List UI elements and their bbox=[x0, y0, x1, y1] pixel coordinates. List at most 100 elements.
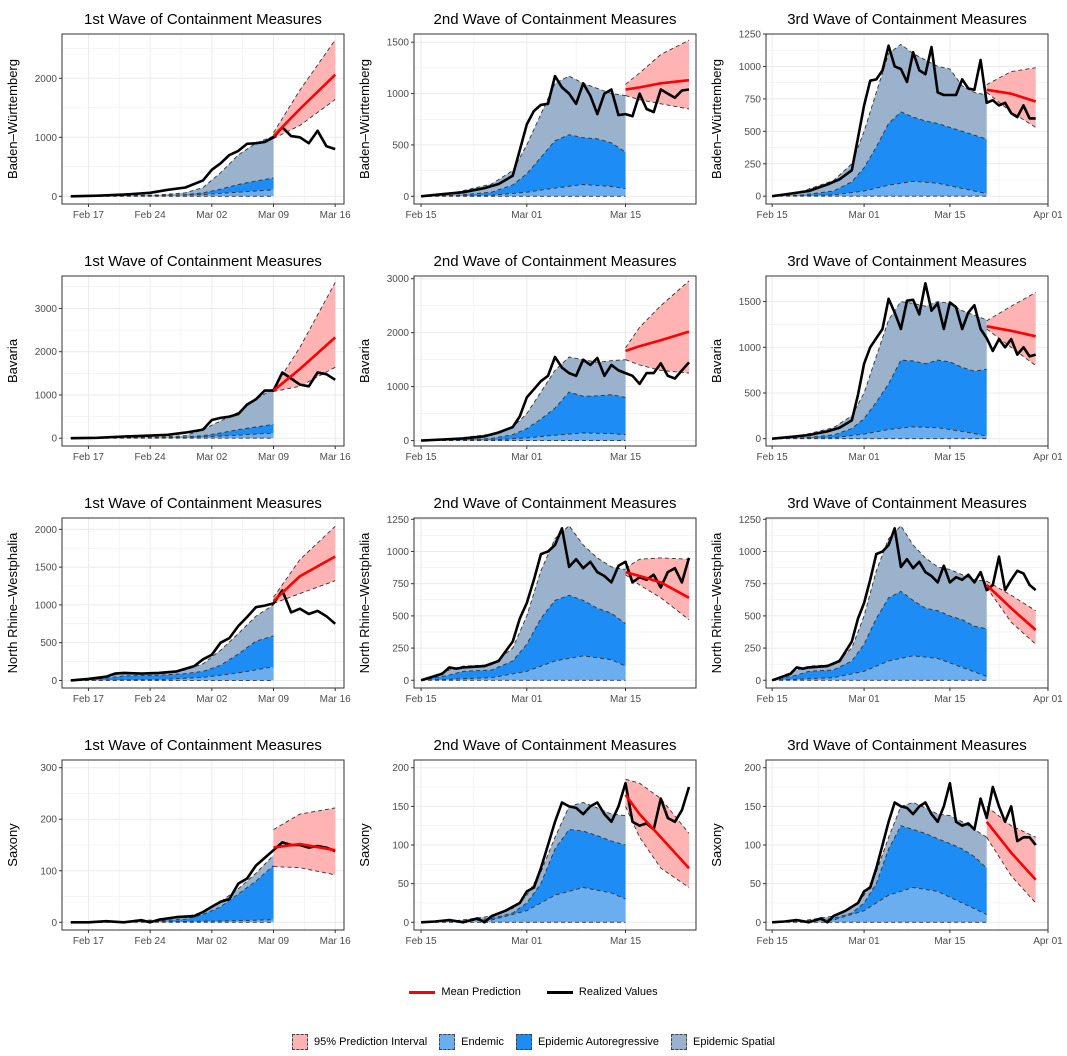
epidemic-autoregressive-area-outline bbox=[421, 134, 626, 197]
epidemic-autoregressive-area-outline bbox=[772, 825, 988, 923]
prediction-lower-bound bbox=[625, 95, 690, 110]
x-tick-label: Mar 02 bbox=[196, 936, 228, 947]
x-tick-label: Mar 09 bbox=[258, 210, 290, 221]
y-axis-label: Bavaria bbox=[357, 338, 372, 383]
panel-border bbox=[61, 275, 345, 447]
epidemic-autoregressive-area-outline bbox=[772, 590, 987, 681]
x-tick-label: Mar 09 bbox=[258, 936, 290, 947]
mean-prediction-swatch bbox=[409, 990, 436, 994]
endemic-area bbox=[421, 184, 626, 197]
chart-title: 2nd Wave of Containment Measures bbox=[434, 11, 677, 28]
panel-border bbox=[765, 33, 1049, 205]
realized-values-line bbox=[70, 126, 336, 198]
realized-values-swatch bbox=[546, 990, 573, 994]
epidemic-spatial-area bbox=[772, 301, 987, 439]
chart-title: 1st Wave of Containment Measures bbox=[84, 11, 322, 28]
chart-title: 2nd Wave of Containment Measures bbox=[434, 737, 677, 754]
x-tick-label: Feb 17 bbox=[73, 210, 105, 221]
x-tick-label: Mar 16 bbox=[320, 936, 352, 947]
y-tick-label: 1000 bbox=[35, 133, 58, 144]
mean-prediction-line bbox=[986, 325, 1036, 338]
prediction-upper-bound bbox=[986, 292, 1036, 322]
y-tick-label: 1000 bbox=[739, 62, 762, 73]
legend-label: Realized Values bbox=[578, 986, 658, 998]
mean-prediction-line bbox=[625, 330, 690, 353]
y-tick-label: 0 bbox=[51, 676, 57, 687]
y-tick-label: 0 bbox=[403, 676, 409, 687]
mean-prediction-line bbox=[272, 73, 337, 138]
chart-panel: 0 1000 2000 Feb 17 Feb 24 Mar 02 Mar 09 Mar 16 1… bbox=[5, 11, 351, 221]
prediction-lower-bound bbox=[986, 587, 1036, 645]
x-tick-label: Apr 01 bbox=[1033, 694, 1063, 705]
x-tick-label: Feb 17 bbox=[73, 694, 105, 705]
endemic-area-outline bbox=[772, 655, 987, 681]
y-tick-label: 200 bbox=[744, 763, 761, 774]
realized-values-line bbox=[70, 589, 337, 682]
endemic-area bbox=[421, 433, 626, 441]
plot-layers bbox=[70, 807, 336, 924]
mean-prediction-line bbox=[986, 88, 1037, 103]
epidemic-autoregressive-area-outline bbox=[421, 391, 626, 442]
plot-layers bbox=[771, 43, 1037, 198]
mean-prediction-line bbox=[985, 584, 1037, 631]
panel-border bbox=[61, 759, 345, 931]
y-tick-label: 2000 bbox=[35, 74, 58, 85]
x-tick-label: Mar 01 bbox=[849, 936, 881, 947]
plot-background bbox=[62, 518, 344, 688]
y-tick-label: 100 bbox=[744, 841, 761, 852]
panel-border bbox=[765, 275, 1049, 447]
panel-border bbox=[61, 33, 345, 205]
x-tick-label: Apr 01 bbox=[1033, 452, 1063, 463]
x-tick-label: Mar 15 bbox=[610, 694, 642, 705]
prediction-upper-bound bbox=[273, 525, 336, 598]
x-tick-label: Mar 01 bbox=[511, 452, 543, 463]
prediction-interval-area bbox=[625, 40, 689, 110]
endemic-area-outline bbox=[772, 426, 987, 440]
y-tick-label: 2000 bbox=[35, 347, 58, 358]
epidemic-autoregressive-area bbox=[421, 829, 626, 923]
chart-title: 3rd Wave of Containment Measures bbox=[787, 495, 1027, 512]
endemic-area bbox=[421, 655, 626, 681]
plot-layers bbox=[420, 525, 691, 682]
panel-border bbox=[765, 517, 1049, 689]
x-tick-label: Apr 01 bbox=[1033, 210, 1063, 221]
realized-values-line bbox=[771, 282, 1037, 440]
panel-border bbox=[61, 517, 345, 689]
epidemic-autoregressive-area bbox=[772, 360, 987, 439]
prediction-interval-area bbox=[273, 282, 336, 392]
chart-panel: 0 250 500 750 1000 1250 Feb 15 Mar 01 Mar 15 2nd … bbox=[357, 495, 697, 705]
y-tick-label: 100 bbox=[40, 866, 57, 877]
epidemic-autoregressive-area-outline bbox=[421, 594, 626, 681]
x-tick-label: Feb 24 bbox=[135, 452, 167, 463]
epidemic-spatial-area bbox=[421, 525, 626, 681]
prediction-lower-bound bbox=[273, 866, 336, 876]
epidemic-spatial-area-outline bbox=[421, 802, 626, 923]
x-tick-label: Mar 15 bbox=[934, 210, 966, 221]
chart-title: 1st Wave of Containment Measures bbox=[84, 737, 322, 754]
chart-panel: 0 50 100 150 200 Feb 15 Mar 01 Mar 15 Apr 01 3rd … bbox=[709, 737, 1063, 947]
x-tick-label: Mar 16 bbox=[320, 694, 352, 705]
legend-item-endemic: Endemic bbox=[439, 1034, 504, 1050]
prediction-upper-bound bbox=[625, 557, 690, 569]
mean-prediction-line bbox=[985, 820, 1037, 881]
y-axis-label: Baden–Württemberg bbox=[709, 59, 724, 179]
x-tick-label: Feb 24 bbox=[135, 694, 167, 705]
plot-layers bbox=[421, 280, 690, 442]
epidemic-autoregressive-area-outline bbox=[772, 359, 987, 440]
y-tick-label: 200 bbox=[392, 763, 409, 774]
y-axis-label: North Rhine–Westphalia bbox=[357, 532, 372, 673]
y-axis-label: Baden–Württemberg bbox=[357, 59, 372, 179]
endemic-area-outline bbox=[772, 180, 987, 197]
epidemic-spatial-swatch bbox=[671, 1034, 688, 1050]
plot-layers bbox=[421, 778, 691, 924]
y-tick-label: 500 bbox=[744, 611, 761, 622]
y-tick-label: 1000 bbox=[35, 390, 58, 401]
endemic-swatch bbox=[439, 1034, 456, 1050]
legend-item-epidemic-autoregressive: Epidemic Autoregressive bbox=[515, 1034, 659, 1050]
y-tick-label: 2000 bbox=[35, 525, 58, 536]
y-tick-label: 250 bbox=[744, 644, 761, 655]
realized-values-line bbox=[420, 527, 691, 682]
y-tick-label: 250 bbox=[392, 644, 409, 655]
epidemic-autoregressive-swatch bbox=[515, 1034, 532, 1050]
chart-title: 3rd Wave of Containment Measures bbox=[787, 737, 1027, 754]
